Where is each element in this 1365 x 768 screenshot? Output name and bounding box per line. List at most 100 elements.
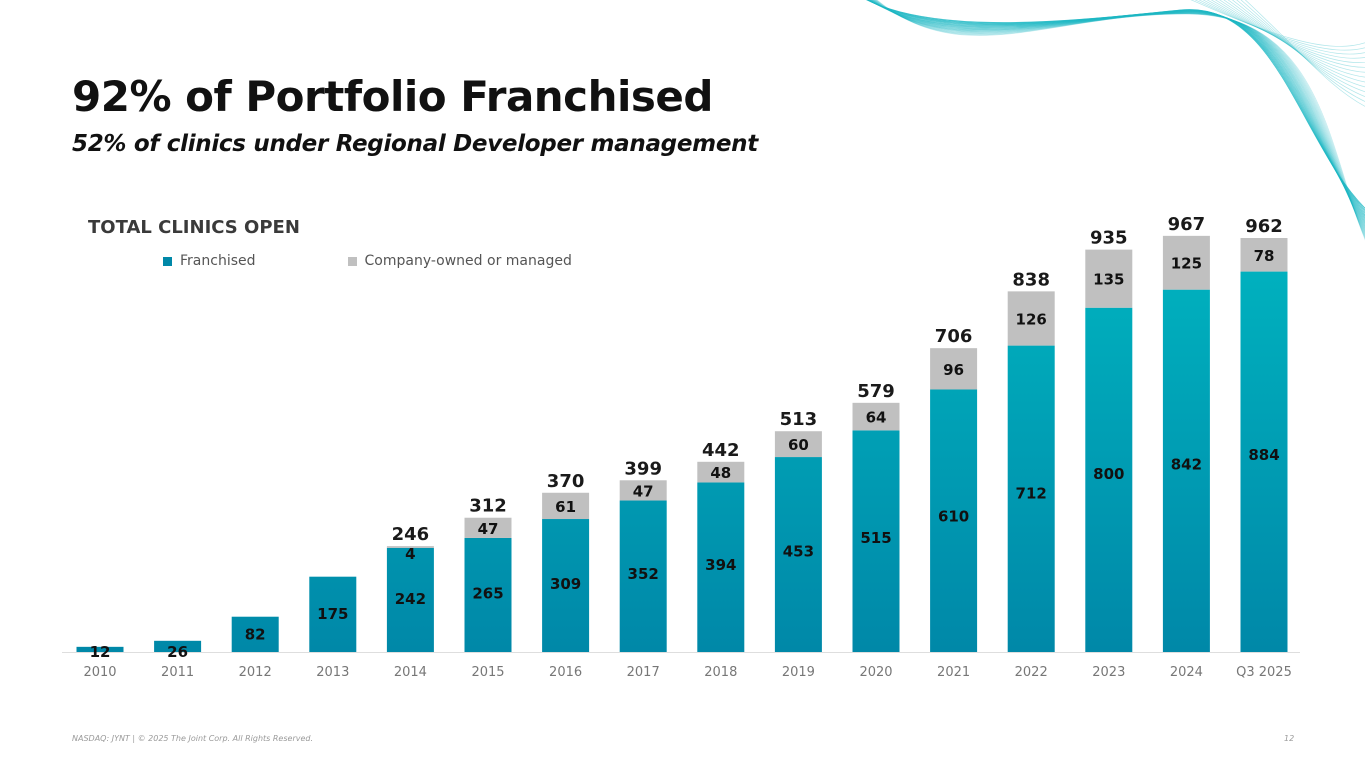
data-label-total: 513 bbox=[780, 409, 818, 430]
bar-company-owned bbox=[930, 348, 978, 390]
bar-company-owned bbox=[386, 546, 434, 548]
chart-legend: Franchised Company-owned or managed bbox=[163, 253, 664, 269]
bar-franchised bbox=[154, 640, 202, 652]
data-label-company-owned: 126 bbox=[1016, 310, 1047, 328]
data-label-franchised: 394 bbox=[705, 556, 736, 574]
x-tick-label: 2014 bbox=[394, 665, 427, 680]
x-tick-label: 2022 bbox=[1015, 665, 1048, 680]
data-label-company-owned: 135 bbox=[1093, 271, 1124, 289]
bar-franchised bbox=[1240, 271, 1288, 652]
data-label-total: 967 bbox=[1168, 214, 1206, 235]
data-label-franchised: 352 bbox=[628, 565, 659, 583]
legend-swatch-company-owned bbox=[347, 256, 357, 266]
x-tick-label: 2024 bbox=[1170, 665, 1203, 680]
legend-swatch-franchised bbox=[163, 256, 172, 266]
data-label-franchised: 884 bbox=[1248, 446, 1279, 464]
bar-company-owned bbox=[542, 492, 590, 520]
bar-company-owned bbox=[619, 480, 667, 501]
footer-copyright: NASDAQ: JYNT | © 2025 The Joint Corp. Al… bbox=[72, 734, 314, 743]
bar-franchised bbox=[1085, 307, 1133, 652]
bar-company-owned bbox=[1085, 249, 1133, 308]
data-label-total: 246 bbox=[392, 524, 430, 545]
bar-franchised bbox=[774, 457, 822, 652]
bar-company-owned bbox=[1007, 291, 1055, 346]
x-tick-label: 2023 bbox=[1092, 665, 1125, 680]
bar-franchised bbox=[852, 430, 900, 652]
data-label-company-owned: 64 bbox=[866, 409, 887, 427]
bar-franchised bbox=[930, 389, 978, 652]
data-label-total: 370 bbox=[547, 471, 585, 492]
data-label-total: 706 bbox=[935, 326, 973, 347]
bar-group-2013: 175 2013 bbox=[309, 576, 357, 680]
data-label-franchised: 309 bbox=[550, 575, 581, 593]
data-label-franchised: 82 bbox=[245, 626, 266, 644]
data-label-company-owned: 125 bbox=[1171, 255, 1202, 273]
data-label-franchised: 265 bbox=[472, 585, 503, 603]
bar-group-2023: 800 135 935 2023 bbox=[1085, 228, 1133, 680]
bar-franchised bbox=[697, 482, 745, 652]
bar-group-2017: 352 47 399 2017 bbox=[619, 458, 667, 680]
data-label-total: 935 bbox=[1090, 228, 1128, 249]
data-label-company-owned: 4 bbox=[405, 545, 415, 563]
data-label-total: 838 bbox=[1012, 269, 1050, 290]
bar-group-2011: 26 2011 bbox=[154, 640, 202, 680]
x-tick-label: 2011 bbox=[161, 665, 194, 680]
bar-franchised bbox=[386, 547, 434, 652]
legend-label-franchised: Franchised bbox=[180, 253, 256, 269]
data-label-total: 962 bbox=[1245, 216, 1283, 237]
bar-group-2015: 265 47 312 2015 bbox=[464, 496, 512, 680]
data-label-total: 579 bbox=[857, 381, 895, 402]
x-tick-label: 2013 bbox=[316, 665, 349, 680]
bar-company-owned bbox=[464, 517, 512, 538]
data-label-company-owned: 61 bbox=[555, 498, 576, 516]
bar-group-2021: 610 96 706 2021 bbox=[930, 326, 978, 680]
data-label-franchised: 712 bbox=[1016, 485, 1047, 503]
bar-group-2024: 842 125 967 2024 bbox=[1162, 214, 1210, 680]
bar-company-owned bbox=[1240, 238, 1288, 272]
data-label-total: 312 bbox=[469, 496, 507, 517]
bar-group-2020: 515 64 579 2020 bbox=[852, 381, 900, 680]
legend-item-company-owned: Company-owned or managed bbox=[347, 253, 572, 269]
bar-company-owned bbox=[852, 402, 900, 431]
data-label-company-owned: 47 bbox=[633, 482, 654, 500]
bar-group-2010: 12 2010 bbox=[76, 643, 124, 680]
data-label-franchised: 453 bbox=[783, 543, 814, 561]
bar-franchised bbox=[309, 576, 357, 652]
bar-franchised bbox=[619, 500, 667, 652]
x-tick-label: 2021 bbox=[937, 665, 970, 680]
legend-item-franchised: Franchised bbox=[163, 253, 256, 269]
data-label-company-owned: 47 bbox=[478, 520, 499, 538]
bar-group-2012: 82 2012 bbox=[231, 616, 279, 680]
bar-franchised bbox=[231, 616, 279, 652]
data-label-total: 399 bbox=[624, 458, 662, 479]
x-tick-label: 2016 bbox=[549, 665, 582, 680]
data-label-total: 442 bbox=[702, 440, 740, 461]
bar-group-2019: 453 60 513 2019 bbox=[774, 409, 822, 680]
x-tick-label: 2017 bbox=[627, 665, 660, 680]
bar-group-2022: 712 126 838 2022 bbox=[1007, 269, 1055, 680]
x-tick-label: 2012 bbox=[239, 665, 272, 680]
bar-group-2018: 394 48 442 2018 bbox=[697, 440, 745, 680]
page-title: 92% of Portfolio Franchised bbox=[72, 72, 713, 121]
chart-title: TOTAL CLINICS OPEN bbox=[88, 217, 300, 238]
bar-company-owned bbox=[697, 461, 745, 483]
data-label-franchised: 12 bbox=[90, 643, 111, 661]
x-tick-label: 2019 bbox=[782, 665, 815, 680]
data-label-franchised: 515 bbox=[860, 529, 891, 547]
x-tick-label: Q3 2025 bbox=[1236, 665, 1292, 680]
data-label-franchised: 842 bbox=[1171, 456, 1202, 474]
bar-franchised bbox=[542, 519, 590, 652]
x-tick-label: 2020 bbox=[859, 665, 892, 680]
data-label-franchised: 175 bbox=[317, 605, 348, 623]
data-label-franchised: 610 bbox=[938, 507, 969, 525]
data-label-company-owned: 60 bbox=[788, 436, 809, 454]
bar-franchised bbox=[76, 646, 124, 652]
page-subtitle: 52% of clinics under Regional Developer … bbox=[72, 131, 758, 157]
bar-franchised bbox=[1162, 289, 1210, 652]
bar-franchised bbox=[464, 537, 512, 652]
legend-label-company-owned: Company-owned or managed bbox=[364, 253, 572, 269]
data-label-franchised: 26 bbox=[167, 643, 188, 661]
data-label-company-owned: 96 bbox=[943, 361, 964, 379]
